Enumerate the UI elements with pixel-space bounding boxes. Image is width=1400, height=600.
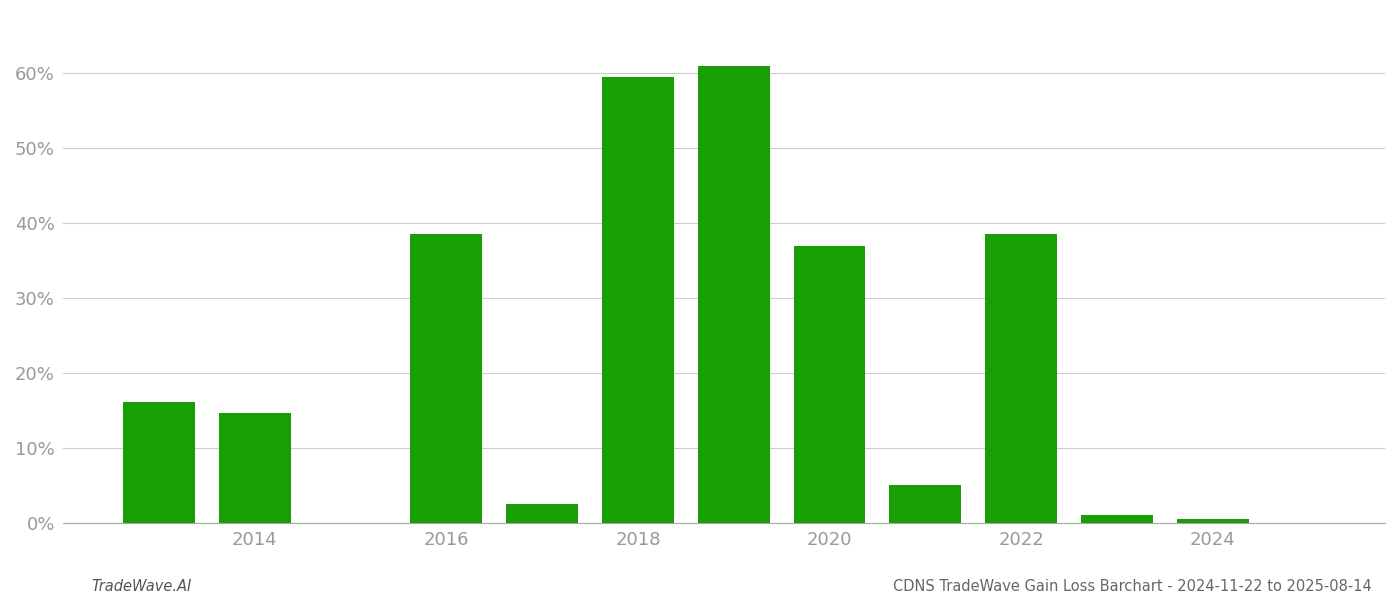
- Bar: [218, 413, 291, 523]
- Bar: [1081, 515, 1152, 523]
- Bar: [697, 66, 770, 523]
- Bar: [986, 235, 1057, 523]
- Bar: [1176, 519, 1249, 523]
- Text: TradeWave.AI: TradeWave.AI: [91, 579, 192, 594]
- Text: CDNS TradeWave Gain Loss Barchart - 2024-11-22 to 2025-08-14: CDNS TradeWave Gain Loss Barchart - 2024…: [893, 579, 1372, 594]
- Bar: [794, 245, 865, 523]
- Bar: [602, 77, 673, 523]
- Bar: [410, 235, 482, 523]
- Bar: [123, 402, 195, 523]
- Bar: [507, 504, 578, 523]
- Bar: [889, 485, 962, 523]
